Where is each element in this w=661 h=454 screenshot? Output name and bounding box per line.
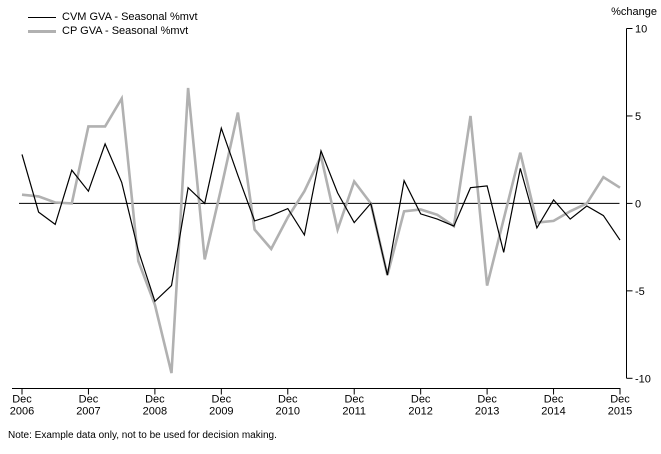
- x-tick-label-year: 2014: [541, 406, 565, 418]
- x-tick-label-year: 2007: [76, 406, 100, 418]
- x-tick-label-month: Dec: [610, 394, 630, 406]
- legend-item-cvm: CVM GVA - Seasonal %mvt: [28, 10, 198, 24]
- y-tick-label: 10: [635, 24, 647, 36]
- chart-note: Note: Example data only, not to be used …: [8, 430, 277, 441]
- cvm-legend-line: [28, 16, 56, 18]
- x-tick-label-month: Dec: [411, 394, 431, 406]
- x-tick-label-year: 2013: [475, 406, 499, 418]
- cp-legend-line: [28, 29, 56, 33]
- cp-legend-label: CP GVA - Seasonal %mvt: [62, 25, 189, 37]
- x-tick-label-year: 2012: [408, 406, 432, 418]
- x-tick-label-year: 2015: [608, 406, 632, 418]
- x-tick-label-year: 2006: [10, 406, 34, 418]
- x-tick-label-month: Dec: [278, 394, 298, 406]
- x-tick-label-month: Dec: [12, 394, 32, 406]
- x-tick-label-year: 2009: [209, 406, 233, 418]
- x-tick-label-year: 2011: [342, 406, 366, 418]
- x-tick-label-month: Dec: [544, 394, 564, 406]
- cvm-legend-label: CVM GVA - Seasonal %mvt: [62, 11, 198, 23]
- y-tick-label: -10: [635, 373, 651, 385]
- x-tick-label-month: Dec: [79, 394, 99, 406]
- y-tick-label: 0: [635, 198, 641, 210]
- x-tick-label-month: Dec: [344, 394, 364, 406]
- x-tick-label-year: 2008: [143, 406, 167, 418]
- x-tick-label-month: Dec: [477, 394, 497, 406]
- cp-series-line: [21, 87, 621, 374]
- cvm-series-line: [21, 126, 621, 303]
- x-tick-label-month: Dec: [212, 394, 232, 406]
- y-axis-title: %change: [611, 6, 657, 18]
- x-tick-label-month: Dec: [145, 394, 165, 406]
- y-tick-label: 5: [635, 111, 641, 123]
- legend: CVM GVA - Seasonal %mvt CP GVA - Seasona…: [28, 10, 198, 38]
- x-tick-label-year: 2010: [276, 406, 300, 418]
- y-tick-label: -5: [635, 286, 645, 298]
- legend-item-cp: CP GVA - Seasonal %mvt: [28, 24, 198, 38]
